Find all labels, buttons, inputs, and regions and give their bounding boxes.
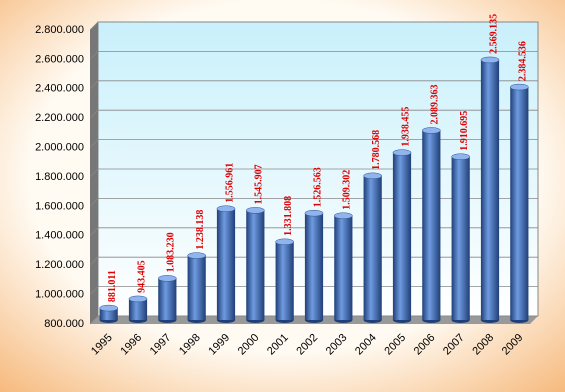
value-label: 2.384.536 [518, 41, 529, 81]
value-label: 1.780.568 [371, 130, 382, 170]
bar [363, 175, 382, 320]
grid-line [89, 80, 99, 90]
bar-cap [304, 209, 324, 217]
bar [275, 241, 294, 320]
bar [304, 213, 324, 320]
bar [422, 130, 441, 320]
grid-line [89, 227, 99, 237]
bar-cap [421, 127, 441, 134]
value-label: 881.011 [107, 270, 118, 302]
bar-cap [128, 295, 148, 303]
y-tick-label: 1.600.000 [35, 200, 84, 212]
y-tick-label: 2.600.000 [35, 53, 84, 65]
value-label: 1.526.563 [312, 167, 323, 207]
bar-cap [333, 212, 353, 219]
bar-cap [509, 83, 529, 91]
bar-cap [157, 275, 177, 282]
bar [128, 298, 148, 320]
y-tick-label: 2.000.000 [35, 142, 84, 154]
bar [451, 156, 470, 320]
bar-cap [216, 205, 236, 212]
y-tick-label: 800.000 [44, 318, 84, 330]
value-label: 1.509.302 [342, 170, 353, 210]
y-tick-label: 2.200.000 [35, 112, 84, 124]
bar [392, 152, 412, 320]
grid-line [89, 315, 99, 325]
value-label: 1.238.138 [195, 210, 206, 250]
y-tick-label: 1.000.000 [35, 289, 84, 301]
grid-line [89, 139, 99, 148]
bar [246, 210, 265, 320]
bar-cap [480, 56, 500, 64]
value-label: 1.083.230 [166, 232, 177, 272]
grid-line [89, 198, 99, 207]
value-label: 1.545.907 [254, 164, 265, 204]
bar [510, 87, 529, 320]
value-label: 943.405 [136, 260, 147, 293]
bar-cap [187, 252, 207, 259]
y-tick-label: 2.400.000 [35, 83, 84, 95]
y-tick-label: 1.800.000 [35, 171, 84, 183]
grid-line [89, 168, 99, 178]
value-label: 2.089.363 [430, 84, 441, 124]
bar [99, 308, 118, 320]
bar-cap [99, 304, 119, 312]
y-tick-label: 1.200.000 [35, 259, 84, 271]
value-label: 1.331.808 [283, 196, 294, 236]
bar-cap [275, 238, 295, 246]
grid-line [89, 286, 99, 295]
bar-cap [392, 149, 412, 156]
grid-line [89, 51, 99, 60]
grid-line [89, 21, 99, 31]
y-tick-label: 2.800.000 [35, 24, 84, 36]
bar [480, 59, 500, 320]
value-label: 1.938.455 [400, 107, 411, 147]
value-label: 1.556.961 [224, 163, 235, 203]
grid-line [89, 256, 99, 266]
value-label: 1.910.695 [459, 111, 470, 151]
bar-cap [363, 172, 383, 180]
bar [216, 208, 236, 320]
bar [334, 215, 353, 320]
bar-cap [245, 207, 265, 214]
grid-line [89, 109, 99, 119]
bar [158, 278, 177, 320]
y-tick-label: 1.400.000 [35, 230, 84, 242]
bar [187, 255, 206, 320]
value-label: 2.569.135 [488, 14, 499, 54]
bar-cap [451, 153, 471, 160]
